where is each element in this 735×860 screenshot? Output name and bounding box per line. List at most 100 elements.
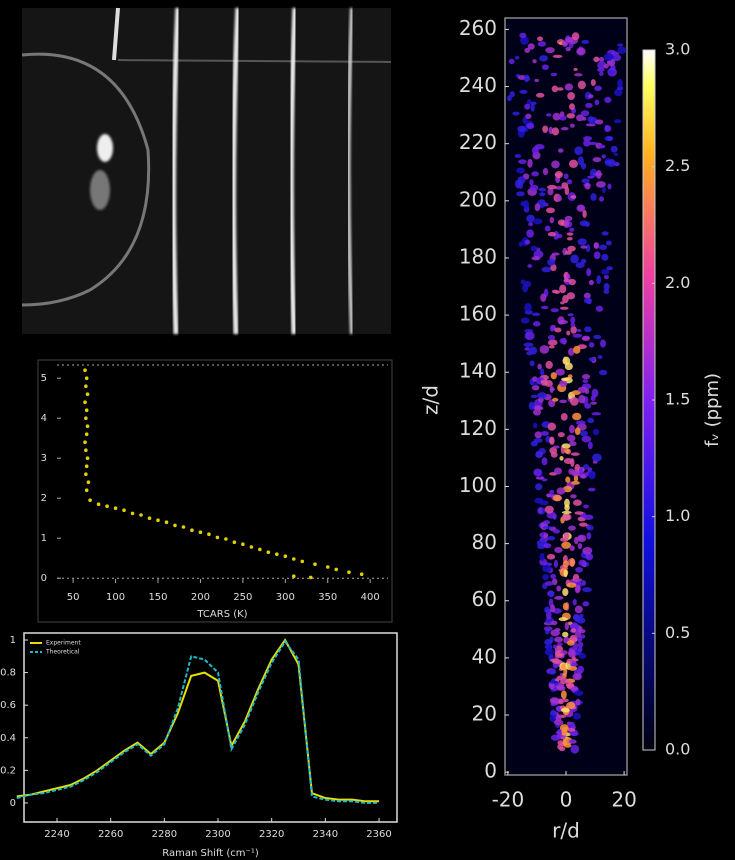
colorbar-tick-label: 2.0 [665,273,690,292]
plume-blob [506,95,512,102]
plume-blob [577,543,583,550]
y-tick-label: 0 [484,759,497,783]
plume-blob [576,617,586,624]
plume-blob [516,167,525,174]
plume-blob [591,412,602,416]
plume-blob [595,119,604,125]
plume-blob [535,450,542,459]
plume-blob [540,380,548,384]
plume-blob [528,401,535,410]
plume-blob [575,698,581,706]
data-point [275,552,279,556]
plume-blob [570,322,576,328]
data-point [83,368,87,373]
data-point [122,508,126,512]
plume-blob [566,434,576,442]
colorbar-label: fᵥ (ppm) [702,373,723,447]
plume-blob [570,452,580,456]
plume-blob [552,494,562,502]
plume-blob [547,339,558,346]
plume-blob [578,652,587,659]
plume-blob [587,487,596,492]
plume-blob [517,125,526,132]
plume-blob [570,494,577,499]
plume-blob [590,401,598,405]
plume-blob [561,510,572,514]
plume-blob [549,680,559,684]
data-point [156,518,160,522]
x-tick-label: 2240 [44,829,69,840]
shadowgraph-image [21,7,392,335]
plume-blob [532,382,538,386]
plume-blob [514,55,520,60]
plume-blob [554,596,564,600]
plume-blob [563,173,569,180]
plume-blob [554,467,562,475]
plume-blob [583,504,589,509]
plume-blob [551,127,560,136]
plume-blob [532,59,537,64]
plume-blob [571,32,580,41]
plume-blob [574,73,583,77]
plume-blob [565,46,571,52]
plume-blob [549,670,557,675]
plume-blob [551,160,560,169]
plume-blob [582,601,590,607]
plume-blob [578,394,586,404]
plume-blob [526,229,534,238]
y-tick-label: 5 [41,373,47,384]
plume-blob [543,533,548,539]
plume-blob [566,640,575,646]
y-tick-label: 220 [459,130,497,154]
plume-blob [530,101,537,105]
plume-blob [562,588,569,597]
data-point [181,525,186,529]
plume-blob [585,102,593,108]
data-point [84,464,89,469]
plume-blob [559,306,569,310]
plume-blob [574,511,584,515]
plume-blob [520,36,529,45]
plume-blob [551,659,562,665]
plume-blob [567,92,576,100]
plume-blob [610,145,618,153]
plume-blob [603,288,610,295]
plume-blob [566,728,576,732]
x-tick-label: 200 [191,592,210,603]
plume-blob [585,221,590,227]
plume-blob [556,642,563,647]
x-axis-label: TCARS (K) [196,609,247,620]
plume-blob [524,239,531,245]
plume-blob [540,431,549,436]
plume-blob [539,55,548,62]
plume-blob [562,294,569,304]
plume-blob [574,536,579,545]
plume-blob [556,653,565,657]
plume-blob [567,245,576,252]
plume-blob [598,244,608,250]
y-tick-label: 3 [41,453,47,464]
plume-blob [576,204,586,212]
plume-blob [578,467,584,475]
plume-blob [546,553,556,560]
plume-blob [577,641,584,648]
plume-blob [547,258,556,266]
colorbar-tick-label: 1.5 [665,390,690,409]
plume-blob [558,698,564,705]
x-tick-label: 2260 [98,829,123,840]
plume-blob [595,305,604,312]
plume-blob [566,274,571,279]
plume-blob [549,636,554,644]
x-tick-label: 2280 [152,829,177,840]
plume-blob [588,470,596,480]
plume-blob [570,458,575,467]
plume-blob [560,690,567,700]
plume-blob [572,499,582,506]
plume-blob [549,324,555,332]
plume-blob [587,94,594,99]
plume-blob [523,342,534,347]
plume-blob [583,292,591,299]
legend-label: Experiment [46,640,81,647]
plume-blob [547,535,556,541]
plot-frame [23,632,398,823]
